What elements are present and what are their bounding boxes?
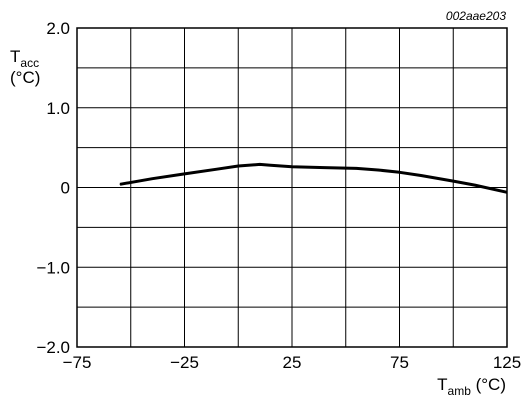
y-axis-title-sub: acc	[20, 56, 39, 70]
series-point	[399, 171, 400, 173]
series-point	[323, 167, 325, 169]
x-axis-title: Tamb (°C)	[437, 375, 506, 398]
x-axis-title-main: T	[437, 375, 447, 394]
x-axis-title-sub: amb	[448, 384, 472, 398]
series-point	[259, 163, 261, 165]
series-point	[377, 169, 379, 171]
label-layer: 002aae203 Tacc (°C) Tamb (°C) −75 −25 25 75…	[10, 9, 521, 398]
grid-layer	[76, 27, 508, 348]
x-tick-label: 75	[390, 353, 409, 372]
series-point	[452, 180, 454, 182]
y-tick-label: −1.0	[36, 258, 70, 277]
series-point	[506, 191, 508, 193]
series-point	[119, 183, 121, 185]
series-layer	[119, 162, 508, 194]
x-tick-label: 25	[283, 353, 302, 372]
x-tick-label: 125	[493, 353, 521, 372]
figure-id-label: 002aae203	[446, 9, 506, 23]
series-point	[184, 173, 185, 175]
x-tick-label: −25	[170, 353, 199, 372]
y-axis-title-main: T	[10, 47, 20, 66]
series-point	[420, 175, 422, 177]
x-axis-title-unit: (°C)	[471, 375, 506, 394]
series-point	[474, 184, 476, 186]
y-tick-label: 1.0	[46, 99, 70, 118]
y-axis-title: Tacc	[10, 47, 39, 70]
y-tick-label: 0	[61, 179, 70, 198]
y-axis-unit: (°C)	[10, 68, 40, 87]
series-point	[270, 164, 271, 166]
series-point	[151, 178, 153, 180]
x-tick-label: −75	[63, 353, 92, 372]
y-tick-label: −2.0	[36, 338, 70, 357]
plot-frame	[76, 27, 508, 348]
series-point	[237, 165, 239, 167]
series-point	[216, 168, 218, 170]
series-point	[356, 167, 357, 169]
series-line	[119, 162, 508, 194]
series-point	[291, 166, 293, 168]
y-tick-label: 2.0	[46, 19, 70, 38]
